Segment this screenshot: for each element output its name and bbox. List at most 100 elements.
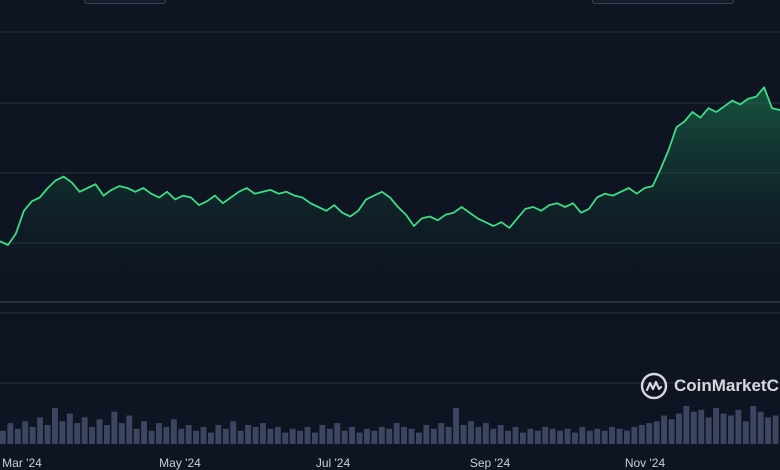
volume-bar (616, 428, 623, 444)
x-tick-label: Jul '24 (316, 456, 351, 470)
volume-bar (148, 430, 155, 444)
volume-bar (735, 409, 742, 444)
volume-bar (460, 425, 467, 444)
volume-bar (282, 432, 289, 444)
volume-bar (319, 425, 326, 444)
volume-bar (74, 423, 81, 444)
volume-bar (7, 423, 14, 444)
volume-bar (683, 406, 690, 444)
volume-bar (349, 426, 355, 444)
volume-bar (527, 428, 534, 444)
volume-bar (0, 430, 6, 444)
volume-bar (720, 413, 727, 444)
volume-bar (274, 426, 281, 444)
volume-bar (750, 406, 757, 444)
volume-bar (549, 428, 556, 444)
volume-bar (601, 430, 608, 444)
price-line (0, 86, 780, 246)
volume-bar (534, 430, 541, 444)
volume-bar (267, 428, 274, 444)
x-tick-label: Mar '24 (2, 456, 42, 470)
volume-bar (401, 426, 407, 444)
volume-bar (297, 430, 303, 444)
volume-bar (490, 428, 497, 444)
top-tab-right[interactable] (592, 0, 734, 4)
x-tick-label: Sep '24 (470, 456, 511, 470)
volume-bar (430, 428, 437, 444)
volume-bar (668, 419, 675, 444)
volume-bar (215, 425, 222, 444)
volume-bar (178, 428, 185, 444)
volume-bar (245, 425, 251, 444)
coinmarketcap-logo-icon (640, 372, 668, 400)
volume-bar (713, 407, 719, 444)
volume-bar (371, 430, 378, 444)
volume-bar (512, 426, 519, 444)
volume-bar (356, 432, 363, 444)
volume-bar (520, 432, 526, 444)
volume-bar (260, 423, 266, 444)
volume-bar (646, 423, 653, 444)
volume-bar (690, 411, 697, 444)
watermark-text: CoinMarketC (674, 376, 779, 395)
volume-bar (742, 421, 749, 444)
volume-bar (133, 428, 140, 444)
volume-bar (676, 413, 682, 444)
volume-bar (170, 419, 177, 444)
volume-bars (0, 406, 779, 444)
volume-bar (230, 421, 237, 444)
x-tick-label: May '24 (159, 456, 201, 470)
volume-bar (141, 421, 147, 444)
volume-bar (193, 430, 199, 444)
volume-bar (705, 417, 712, 444)
volume-bar (698, 409, 705, 444)
volume-bar (378, 426, 385, 444)
volume-bar (497, 425, 504, 444)
volume-bar (126, 415, 133, 444)
volume-bar (579, 426, 586, 444)
volume-bar (252, 426, 259, 444)
volume-bar (312, 432, 318, 444)
price-area (0, 87, 780, 302)
volume-bar (542, 426, 549, 444)
volume-bar (638, 425, 645, 444)
volume-bar (594, 428, 601, 444)
volume-bar (624, 430, 630, 444)
volume-bar (200, 426, 207, 444)
volume-bar (326, 428, 333, 444)
volume-bar (757, 411, 764, 444)
volume-bar (156, 423, 162, 444)
top-tab-left[interactable] (84, 0, 166, 4)
volume-bar (557, 430, 563, 444)
volume-bar (772, 415, 779, 444)
volume-bar (37, 417, 43, 444)
volume-bar (453, 407, 459, 444)
volume-bar (341, 430, 348, 444)
volume-bar (564, 428, 571, 444)
volume-bar (416, 432, 422, 444)
volume-bar (572, 432, 578, 444)
volume-bar (765, 417, 771, 444)
volume-bar (111, 411, 118, 444)
x-tick-label: Nov '24 (625, 456, 666, 470)
volume-bar (631, 426, 638, 444)
volume-bar (438, 423, 445, 444)
volume-bar (52, 407, 58, 444)
volume-bar (66, 413, 73, 444)
volume-bar (118, 423, 125, 444)
volume-bar (586, 430, 593, 444)
volume-bar (81, 417, 88, 444)
volume-bar (423, 425, 430, 444)
volume-bar (185, 425, 192, 444)
volume-bar (653, 421, 660, 444)
volume-bar (29, 426, 36, 444)
volume-bar (408, 428, 415, 444)
volume-bar (222, 428, 229, 444)
volume-bar (728, 415, 734, 444)
volume-bar (104, 425, 110, 444)
volume-bar (661, 415, 667, 444)
volume-bar (482, 423, 489, 444)
volume-bar (304, 426, 311, 444)
volume-bar (505, 430, 511, 444)
